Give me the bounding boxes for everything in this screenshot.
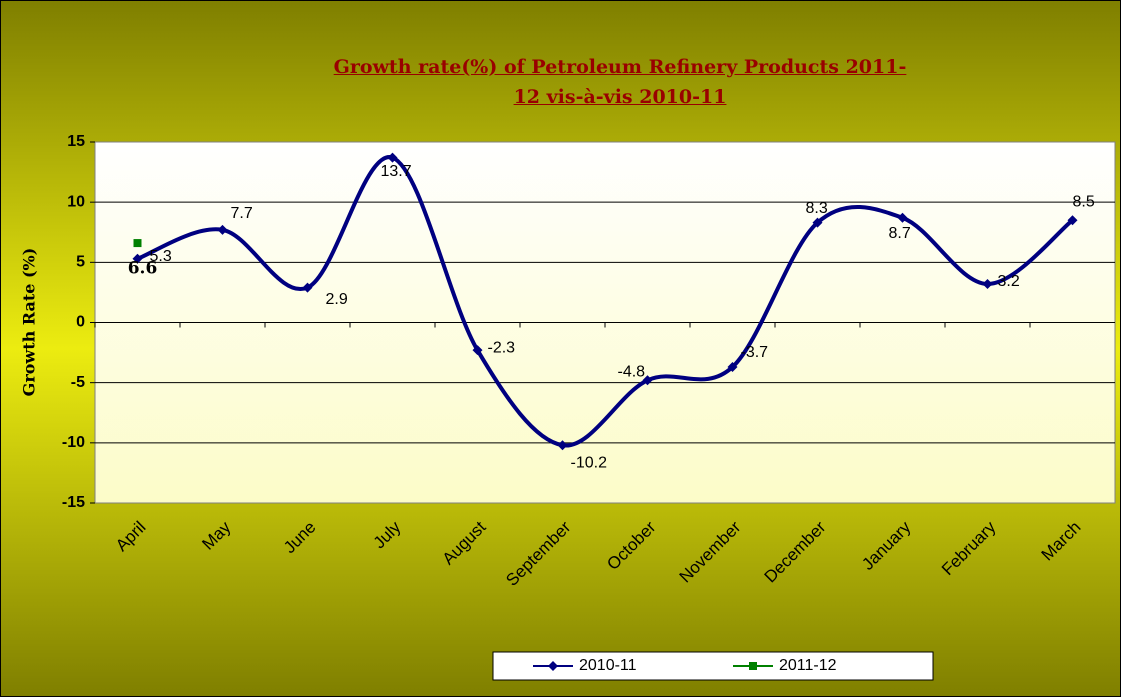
marker (749, 662, 757, 670)
marker (387, 152, 398, 163)
marker (727, 362, 738, 373)
data-label: 3.2 (998, 273, 1020, 290)
marker (217, 224, 228, 235)
data-label: -2.3 (488, 339, 516, 356)
data-label: 13.7 (381, 163, 412, 180)
marker (812, 217, 823, 228)
marker (548, 661, 558, 671)
marker (133, 239, 142, 248)
data-label: -4.8 (618, 363, 646, 380)
marker (472, 345, 483, 356)
marker (897, 212, 908, 223)
y-tick-label: 10 (67, 193, 85, 210)
y-tick-label: 0 (76, 314, 85, 331)
marker (302, 282, 313, 293)
marker (1067, 215, 1078, 226)
chart-title: Growth rate(%) of Petroleum Refinery Pro… (333, 56, 907, 108)
y-tick-label: -10 (62, 434, 85, 451)
y-axis-label: Growth Rate (%) (20, 248, 39, 397)
marker (557, 440, 568, 451)
y-tick-label: -15 (62, 494, 85, 511)
y-tick-label: -5 (71, 374, 85, 391)
data-label: 2.9 (326, 291, 348, 308)
data-label: 7.7 (231, 205, 253, 222)
legend (492, 651, 934, 681)
y-tick-label: 15 (67, 133, 85, 150)
y-tick-label: 5 (76, 254, 85, 271)
data-label: 8.5 (1073, 193, 1095, 210)
legend-label: 2010-11 (579, 657, 637, 674)
data-label: -3.7 (741, 344, 769, 361)
data-label: 5.3 (150, 248, 172, 265)
marker (982, 278, 993, 289)
data-label: -10.2 (571, 454, 608, 471)
data-label: 6.6 (128, 259, 158, 279)
data-label: 8.7 (889, 225, 911, 242)
marker (132, 253, 143, 264)
marker (642, 375, 653, 386)
data-label: 8.3 (806, 200, 828, 217)
legend-label: 2011-12 (779, 657, 837, 674)
